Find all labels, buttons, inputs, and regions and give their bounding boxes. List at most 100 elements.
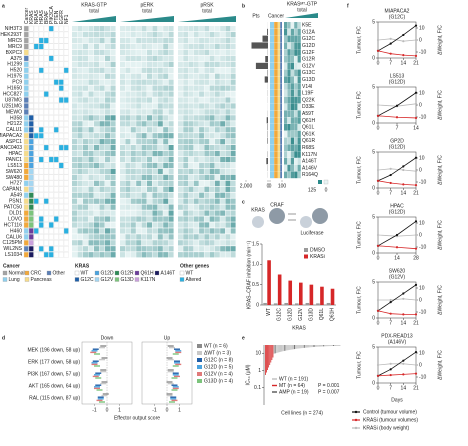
heat-cell	[110, 150, 116, 157]
gene-cell	[53, 174, 59, 181]
legend-label: AMP (n = 19)	[279, 389, 309, 395]
heat-cell	[163, 210, 169, 216]
gene-cell	[33, 49, 39, 56]
gtp-cell	[297, 96, 301, 104]
cancer-cell	[23, 91, 29, 97]
heat-cell	[130, 234, 136, 240]
heat-cell	[120, 73, 125, 79]
heat-cell	[130, 246, 136, 252]
heat-cell	[99, 109, 105, 115]
heat-cell	[157, 73, 163, 79]
cancer-seg	[274, 49, 278, 56]
cell-line: SW620	[6, 169, 23, 175]
heat-cell	[83, 246, 89, 252]
heat-cell	[141, 198, 147, 204]
gene-cell	[63, 115, 69, 121]
y-axis-label: Tumour, F/C	[356, 26, 362, 54]
heat-cell	[209, 109, 215, 115]
heat-cell	[199, 37, 204, 44]
heat-cell	[204, 127, 210, 133]
heat-cell	[220, 133, 226, 139]
heat-cell	[99, 79, 105, 85]
heat-cell	[178, 156, 183, 163]
heat-cell	[77, 210, 83, 216]
heat-cell	[199, 216, 204, 222]
heat-cell	[193, 252, 199, 258]
x-tick-label: 7	[389, 385, 392, 391]
heat-cell	[72, 109, 78, 115]
heat-cell	[136, 174, 142, 181]
cancer-seg	[270, 49, 275, 56]
cell-line: WIL2NS	[3, 246, 22, 252]
waterfall	[328, 345, 330, 347]
heat-cell	[199, 150, 204, 157]
group-title: KRAS-GTP	[81, 2, 107, 8]
heat-cell	[88, 204, 94, 210]
cell-line: MRC9	[8, 44, 22, 50]
heat-cell	[157, 240, 163, 246]
heat-cell	[141, 139, 147, 145]
mutation-label: Q61H	[302, 118, 315, 124]
heat-cell	[125, 127, 131, 133]
heat-cell	[136, 228, 142, 234]
gtp-cell	[297, 35, 301, 43]
heat-cell	[199, 198, 204, 204]
heat-cell	[225, 121, 231, 127]
gene-cell	[48, 49, 54, 56]
legend-label: G13D (n = 4)	[204, 378, 233, 384]
gene-cell	[53, 204, 59, 210]
panel-sub: (G12D)	[389, 79, 406, 85]
mutation-label: A59T	[302, 111, 314, 117]
heat-cell	[130, 97, 136, 103]
gtp-cell	[284, 137, 288, 145]
gene-cell	[38, 43, 44, 50]
y-axis-label: Tumour, F/C	[356, 91, 362, 119]
waterfall	[273, 345, 275, 354]
krasi-point	[414, 313, 418, 316]
heat-cell	[168, 37, 174, 44]
krasi-point	[414, 54, 418, 57]
heat-cell	[110, 55, 116, 62]
heat-cell	[99, 67, 105, 73]
y-tick-label: 1	[258, 368, 261, 374]
heat-cell	[209, 198, 215, 204]
heat-cell	[136, 180, 142, 186]
heat-cell	[214, 31, 220, 38]
heat-cell	[94, 139, 100, 145]
heat-cell	[77, 121, 83, 127]
heat-cell	[94, 61, 100, 67]
waterfall	[287, 345, 289, 351]
heat-cell	[193, 156, 199, 163]
cancer-seg	[280, 62, 282, 70]
heat-cell	[130, 61, 136, 67]
scale-swatch	[318, 180, 322, 184]
heat-cell	[220, 216, 226, 222]
gtp-cell	[290, 151, 294, 158]
y2-axis-label: ΔWeight, F/C	[437, 155, 443, 185]
heat-cell	[77, 85, 83, 91]
score-box	[99, 358, 105, 361]
heat-cell	[209, 150, 215, 157]
heat-cell	[141, 234, 147, 240]
mutation-label: R164Q	[302, 172, 318, 178]
heat-cell	[88, 150, 94, 157]
row-label: AKT (165 down, 64 up)	[29, 383, 81, 389]
heat-cell	[188, 222, 194, 228]
score-box	[99, 401, 105, 403]
heat-cell	[157, 85, 163, 91]
heat-cell	[105, 216, 111, 222]
heat-cell	[72, 61, 78, 67]
cancer-seg	[274, 117, 278, 124]
heat-cell	[136, 162, 142, 169]
heat-cell	[141, 49, 147, 56]
mutation-label: Q22K	[302, 97, 315, 103]
heat-cell	[225, 91, 231, 97]
heat-cell	[125, 180, 131, 186]
cell-line: A549	[10, 193, 22, 199]
heat-cell	[188, 43, 194, 50]
heat-cell	[168, 26, 174, 32]
heat-cell	[83, 216, 89, 222]
heat-cell	[130, 174, 136, 181]
heat-cell	[168, 210, 174, 216]
cancer-cell	[23, 156, 29, 163]
